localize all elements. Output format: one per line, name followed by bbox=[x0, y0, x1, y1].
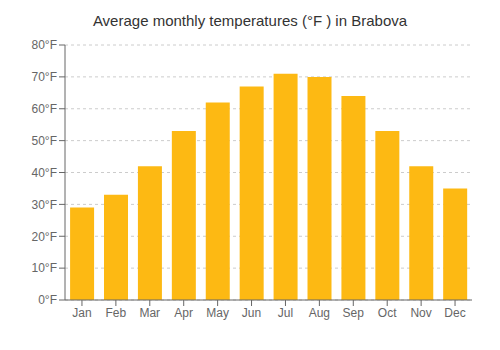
svg-text:Jul: Jul bbox=[278, 306, 293, 320]
svg-text:Jun: Jun bbox=[242, 306, 261, 320]
svg-text:May: May bbox=[206, 306, 229, 320]
svg-text:Aug: Aug bbox=[309, 306, 330, 320]
svg-text:40°F: 40°F bbox=[32, 166, 57, 180]
svg-text:70°F: 70°F bbox=[32, 70, 57, 84]
svg-text:Dec: Dec bbox=[444, 306, 465, 320]
svg-text:Apr: Apr bbox=[174, 306, 193, 320]
svg-text:60°F: 60°F bbox=[32, 102, 57, 116]
svg-text:Mar: Mar bbox=[139, 306, 160, 320]
svg-text:Nov: Nov bbox=[410, 306, 431, 320]
svg-text:Jan: Jan bbox=[72, 306, 91, 320]
svg-text:20°F: 20°F bbox=[32, 230, 57, 244]
svg-text:Feb: Feb bbox=[106, 306, 127, 320]
svg-text:Oct: Oct bbox=[378, 306, 397, 320]
html-text:Average monthly temperatures (: Average monthly temperatures (°F ) in Br… bbox=[92, 12, 408, 29]
svg-text:30°F: 30°F bbox=[32, 198, 57, 212]
svg-text:10°F: 10°F bbox=[32, 261, 57, 275]
svg-text:80°F: 80°F bbox=[32, 38, 57, 52]
svg-text:0°F: 0°F bbox=[38, 293, 57, 307]
svg-text:50°F: 50°F bbox=[32, 134, 57, 148]
svg-text:Sep: Sep bbox=[343, 306, 365, 320]
